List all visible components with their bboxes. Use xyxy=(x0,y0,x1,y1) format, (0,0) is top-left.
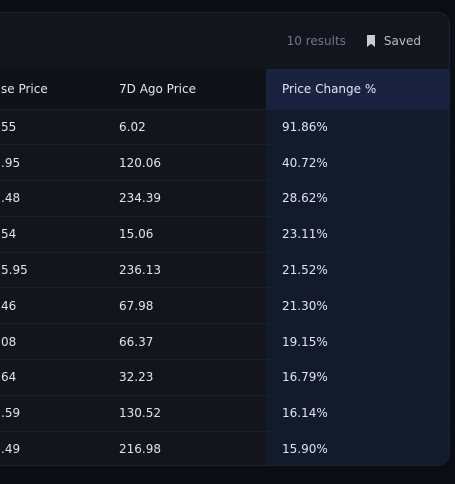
saved-button[interactable]: Saved xyxy=(366,34,421,48)
cell-price-change: 40.72% xyxy=(266,144,449,182)
table-row[interactable]: 64 32.23 16.79% xyxy=(0,359,449,396)
table-header-row: se Price 7D Ago Price Price Change % xyxy=(0,69,449,110)
cell-7d-ago-price: 236.13 xyxy=(109,252,266,289)
results-panel: 10 results Saved se Price 7D Ago Price P… xyxy=(0,12,450,466)
cell-price-change: 28.62% xyxy=(266,180,449,217)
cell-price-change: 21.30% xyxy=(266,287,449,325)
cell-7d-ago-price: 66.37 xyxy=(109,323,266,361)
results-toolbar: 10 results Saved xyxy=(0,13,449,68)
bookmark-icon xyxy=(366,34,375,47)
table-row[interactable]: .49 216.98 15.90% xyxy=(0,431,449,465)
cell-close-price: .59 xyxy=(0,395,109,432)
cell-7d-ago-price: 32.23 xyxy=(109,359,266,396)
cell-close-price: .48 xyxy=(0,180,109,217)
cell-close-price: .95 xyxy=(0,144,109,182)
table-row[interactable]: 46 67.98 21.30% xyxy=(0,287,449,325)
cell-close-price: 54 xyxy=(0,216,109,253)
cell-price-change: 21.52% xyxy=(266,252,449,289)
cell-7d-ago-price: 67.98 xyxy=(109,287,266,325)
table-row[interactable]: .48 234.39 28.62% xyxy=(0,180,449,217)
cell-close-price: .49 xyxy=(1,442,21,457)
cell-close-price: 5.95 xyxy=(0,252,109,289)
cell-price-change: 91.86% xyxy=(266,109,449,146)
cell-7d-ago-price: 216.98 xyxy=(119,442,161,457)
results-count: 10 results xyxy=(286,33,346,48)
cell-price-change: 15.90% xyxy=(266,431,449,465)
column-header-price-change[interactable]: Price Change % xyxy=(266,69,449,110)
column-header-close-price[interactable]: se Price xyxy=(0,69,109,110)
table-row[interactable]: 54 15.06 23.11% xyxy=(0,216,449,253)
cell-close-price: 08 xyxy=(0,323,109,361)
saved-label: Saved xyxy=(383,33,421,48)
cell-price-change: 23.11% xyxy=(266,216,449,253)
table-row[interactable]: .59 130.52 16.14% xyxy=(0,395,449,432)
cell-close-price: 46 xyxy=(0,287,109,325)
cell-7d-ago-price: 6.02 xyxy=(109,109,266,146)
table-row[interactable]: .95 120.06 40.72% xyxy=(0,144,449,182)
cell-close-price: 64 xyxy=(0,359,109,396)
cell-close-price: 55 xyxy=(0,109,109,146)
table-row[interactable]: 5.95 236.13 21.52% xyxy=(0,252,449,289)
cell-price-change: 19.15% xyxy=(266,323,449,361)
table-row[interactable]: 08 66.37 19.15% xyxy=(0,323,449,361)
price-table: se Price 7D Ago Price Price Change % 55 6… xyxy=(0,69,449,465)
cell-price-change: 16.14% xyxy=(266,395,449,432)
table-row[interactable]: 55 6.02 91.86% xyxy=(0,109,449,146)
cell-7d-ago-price: 120.06 xyxy=(109,144,266,182)
cell-7d-ago-price: 130.52 xyxy=(109,395,266,432)
cell-7d-ago-price: 234.39 xyxy=(109,180,266,217)
cell-7d-ago-price: 15.06 xyxy=(109,216,266,253)
cell-price-change: 16.79% xyxy=(266,359,449,396)
column-header-7d-ago-price[interactable]: 7D Ago Price xyxy=(109,69,266,110)
